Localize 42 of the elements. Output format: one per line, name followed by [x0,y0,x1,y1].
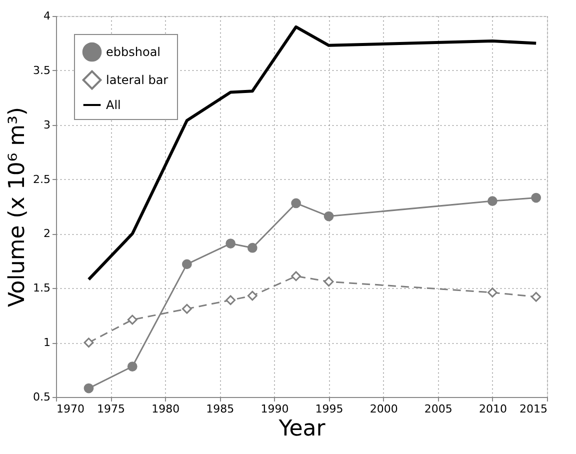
point [226,295,236,306]
x-axis-title: Year [278,416,326,442]
point [291,271,301,282]
y-axis-title: Volume (x 10⁶ m³) [5,106,30,308]
point [182,259,192,270]
point [488,196,498,206]
point [247,242,258,253]
point [324,211,334,222]
y-tick-label: 4 [44,10,50,22]
point [84,338,94,348]
y-tick-label: 2 [44,227,50,240]
y-tick-label: 3 [44,118,50,132]
legend-label: All [106,98,121,112]
y-tick-label: 3.5 [33,64,50,77]
legend-label: lateral bar [106,73,168,87]
point [247,290,258,301]
x-tick-label: 2015 [520,402,548,416]
point [324,276,334,287]
x-tick-label: 1975 [97,402,126,416]
legend-label: ebbshoal [106,45,161,59]
x-tick-label: 2005 [424,402,452,416]
x-tick-label: 1995 [315,402,344,416]
y-tick-label: 0.5 [33,390,50,404]
y-tick-label: 1 [44,336,50,350]
y-tick-label: 2.5 [33,172,50,186]
point [182,304,192,314]
point [226,238,236,248]
x-tick-label: 1990 [260,402,289,416]
point [291,198,301,208]
x-tick-label: 1970 [56,402,84,416]
point [84,383,94,394]
x-tick-label: 1980 [152,402,180,416]
x-tick-label: 2000 [370,402,398,416]
point [531,292,542,302]
point [488,288,498,298]
y-tick-label: 1.5 [33,282,50,295]
x-tick-label: 1985 [206,402,234,416]
point [127,314,138,325]
x-tick-label: 2010 [478,402,507,416]
point [127,362,138,372]
point [531,192,542,203]
line-series [87,25,538,281]
